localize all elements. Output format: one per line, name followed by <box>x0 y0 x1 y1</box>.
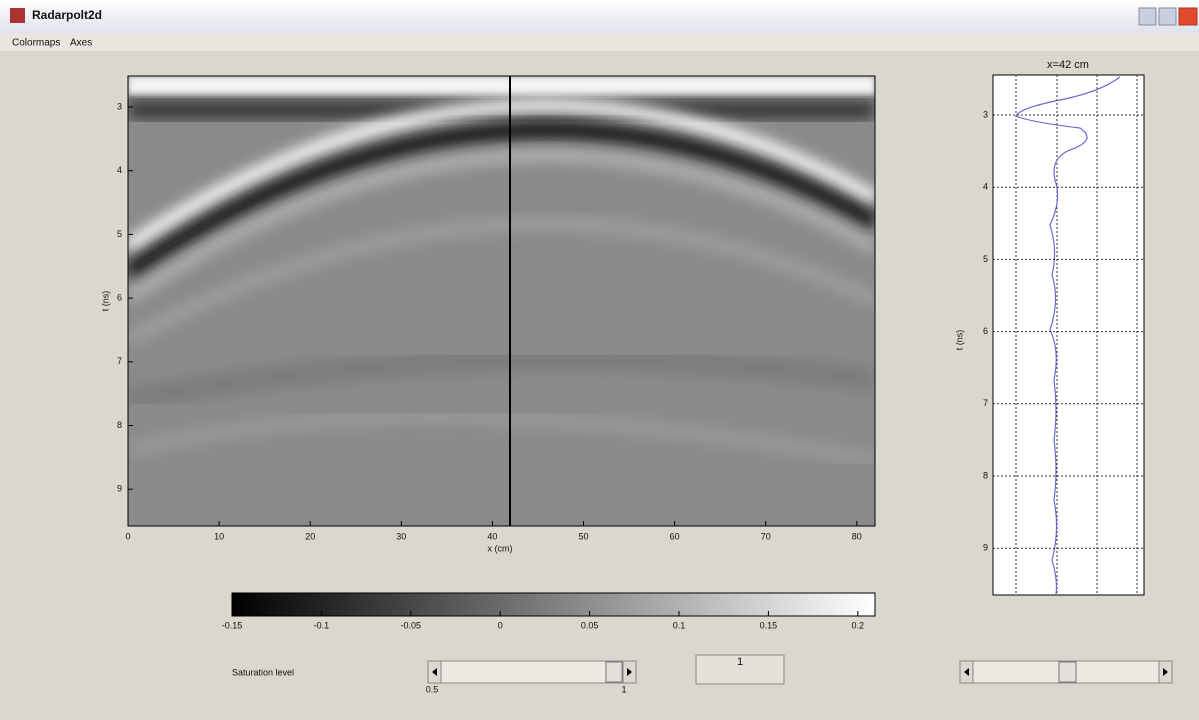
trace-y-tick-label: 6 <box>983 326 988 336</box>
trace-y-tick-label: 3 <box>983 109 988 119</box>
value-text: 1 <box>737 656 743 668</box>
colorbar-tick-label: -0.05 <box>401 620 422 630</box>
y-tick-label: 3 <box>117 101 122 111</box>
colorbar-tick-label: -0.15 <box>222 620 243 630</box>
title-bar <box>0 0 1199 33</box>
x-tick-label: 0 <box>125 531 130 541</box>
colorbar-tick-label: -0.1 <box>314 620 330 630</box>
trace-y-tick-label: 4 <box>983 182 988 192</box>
slider-min: 0.5 <box>426 684 439 694</box>
trace-y-tick-label: 7 <box>983 398 988 408</box>
x-tick-label: 70 <box>761 531 771 541</box>
restore-button[interactable] <box>1159 8 1176 25</box>
trace-y-label: t (ns) <box>954 330 964 351</box>
app-window: Radarpolt2d Colormaps Axes x (cm) t (ns)… <box>0 0 1199 720</box>
trace-y-tick-label: 8 <box>983 470 988 480</box>
x-tick-label: 40 <box>487 531 497 541</box>
x-axis-label: x (cm) <box>488 543 513 553</box>
app-icon <box>10 8 25 23</box>
menu-item[interactable]: Colormaps <box>12 38 60 49</box>
colorbar-tick-label: 0.1 <box>673 620 686 630</box>
trace-y-tick-label: 5 <box>983 254 988 264</box>
y-tick-label: 5 <box>117 229 122 239</box>
slider-max: 1 <box>621 684 626 694</box>
position-slider[interactable] <box>960 661 1172 683</box>
colorbar-tick-label: 0.05 <box>581 620 599 630</box>
y-axis-label: t (ns) <box>100 291 110 312</box>
y-tick-label: 8 <box>117 420 122 430</box>
x-tick-label: 20 <box>305 531 315 541</box>
x-tick-label: 10 <box>214 531 224 541</box>
colorbar-tick-label: 0.2 <box>852 620 865 630</box>
x-tick-label: 30 <box>396 531 406 541</box>
colorbar-tick-label: 0.15 <box>760 620 778 630</box>
y-tick-label: 6 <box>117 292 122 302</box>
y-tick-label: 7 <box>117 356 122 366</box>
colorbar-tick-label: 0 <box>498 620 503 630</box>
close-button[interactable] <box>1179 8 1197 25</box>
colorbar <box>232 593 875 616</box>
window-title: Radarpolt2d <box>32 8 102 22</box>
menu-item[interactable]: Axes <box>70 38 92 49</box>
trace-y-tick-label: 9 <box>983 543 988 553</box>
radargram <box>128 76 875 526</box>
trace-title: x=42 cm <box>1047 59 1089 71</box>
saturation-label: Saturation level <box>232 667 294 677</box>
minimize-button[interactable] <box>1139 8 1156 25</box>
x-tick-label: 80 <box>852 531 862 541</box>
menu-bar <box>0 33 1199 51</box>
saturation-slider[interactable] <box>428 661 636 683</box>
y-tick-label: 4 <box>117 165 122 175</box>
y-tick-label: 9 <box>117 484 122 494</box>
x-tick-label: 50 <box>578 531 588 541</box>
x-tick-label: 60 <box>670 531 680 541</box>
